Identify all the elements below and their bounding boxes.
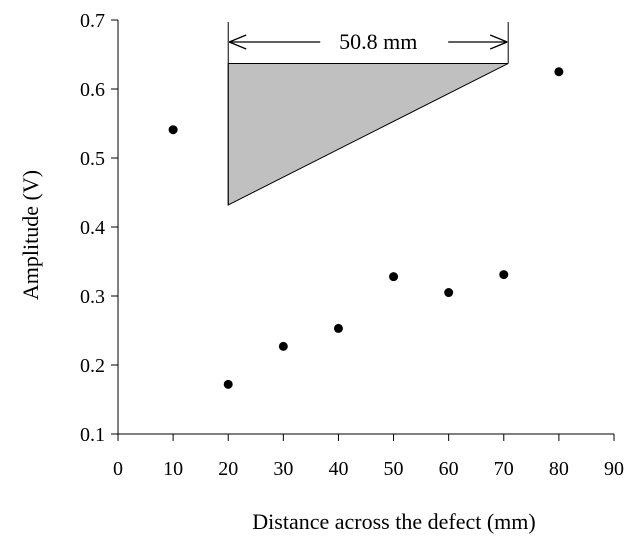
x-tick-label: 60	[439, 458, 459, 480]
x-tick-label: 40	[328, 458, 348, 480]
x-tick-label: 80	[549, 458, 569, 480]
defect-triangle	[227, 62, 509, 206]
x-tick-label: 0	[113, 458, 123, 480]
data-point	[389, 272, 399, 282]
y-axis-title: Amplitude (V)	[18, 170, 43, 300]
y-tick-label: 0.3	[80, 286, 105, 308]
data-point	[223, 379, 233, 389]
x-tick-label: 70	[494, 458, 514, 480]
y-tick-label: 0.6	[80, 79, 105, 101]
data-point	[444, 288, 454, 298]
arrowhead-right	[489, 34, 508, 50]
y-tick-label: 0.5	[80, 148, 105, 170]
x-tick-label: 10	[163, 458, 183, 480]
data-point	[333, 323, 343, 333]
y-tick-label: 0.1	[80, 424, 105, 446]
arrowhead-left	[228, 34, 247, 50]
x-tick-label: 50	[384, 458, 404, 480]
y-tick-label: 0.2	[80, 355, 105, 377]
x-axis-title: Distance across the defect (mm)	[252, 509, 535, 534]
data-point	[554, 67, 564, 77]
x-tick-label: 90	[604, 458, 624, 480]
data-point	[278, 341, 288, 351]
y-tick-label: 0.4	[80, 217, 105, 239]
x-tick-label: 20	[218, 458, 238, 480]
x-tick-label: 30	[273, 458, 293, 480]
data-point	[168, 125, 178, 135]
dimension-label: 50.8 mm	[339, 29, 417, 54]
y-tick-label: 0.7	[80, 10, 105, 32]
data-point	[499, 270, 509, 280]
